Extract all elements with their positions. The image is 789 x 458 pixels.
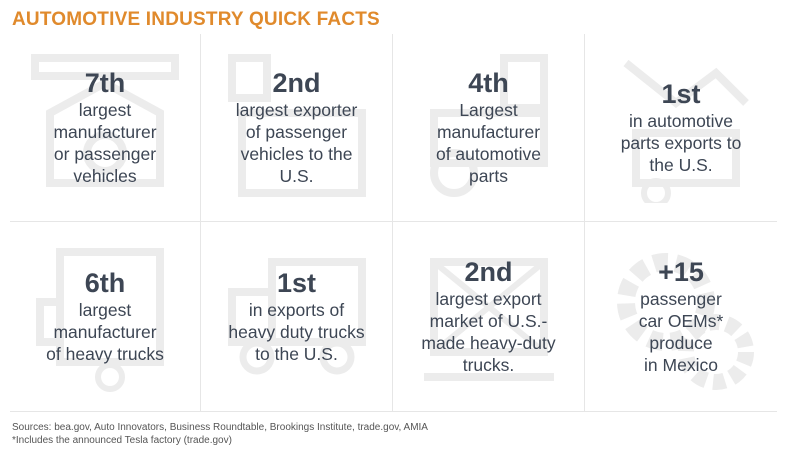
- fact-cell: 1st in exports of heavy duty trucks to t…: [201, 222, 393, 411]
- fact-number: 4th: [468, 68, 509, 98]
- fact-description: in exports of heavy duty trucks to the U…: [228, 300, 365, 364]
- fact-description: largest manufacturer of heavy trucks: [46, 300, 164, 364]
- truck-icon: [36, 247, 164, 392]
- fact-cell: +15 passenger car OEMs* produce in Mexic…: [585, 222, 777, 411]
- fact-description: in automotive parts exports to the U.S.: [620, 111, 742, 175]
- fact-description: largest manufacturer or passenger vehicl…: [53, 100, 157, 186]
- facts-grid: 7th largest manufacturer or passenger ve…: [10, 34, 777, 412]
- robot-arm-icon: [623, 59, 749, 203]
- gear-icon: [617, 252, 754, 390]
- fact-description: Largest manufacturer of automotive parts: [435, 100, 542, 186]
- fact-number: 7th: [84, 68, 126, 98]
- shipping-icon: [227, 53, 366, 197]
- sources-note: Sources: bea.gov, Auto Innovators, Busin…: [12, 421, 428, 447]
- fact-number: +15: [658, 257, 704, 287]
- fact-cell: 6th largest manufacturer of heavy trucks: [10, 222, 201, 411]
- fact-number: 2nd: [464, 257, 513, 287]
- fact-number: 1st: [276, 268, 317, 298]
- sources-text: Sources: bea.gov, Auto Innovators, Busin…: [12, 422, 428, 433]
- fact-cell: 4th Largest manufacturer of automotive p…: [393, 34, 585, 222]
- fact-description: passenger car OEMs* produce in Mexico: [638, 289, 724, 375]
- truck-export-icon: [227, 257, 366, 374]
- export-truck-icon: [423, 257, 554, 381]
- fact-number: 6th: [84, 268, 126, 298]
- fact-cell: 2nd largest export market of U.S.- made …: [393, 222, 585, 411]
- page-title: AUTOMOTIVE INDUSTRY QUICK FACTS: [12, 9, 380, 30]
- footnote-text: *Includes the announced Tesla factory (t…: [12, 435, 232, 446]
- fact-cell: 2nd largest exporter of passenger vehicl…: [201, 34, 393, 222]
- fact-cell: 1st in automotive parts exports to the U…: [585, 34, 777, 222]
- fact-description: largest export market of U.S.- made heav…: [421, 289, 556, 375]
- parts-icon: [429, 53, 548, 197]
- fact-number: 2nd: [272, 68, 321, 98]
- fact-description: largest exporter of passenger vehicles t…: [235, 100, 358, 186]
- fact-number: 1st: [661, 79, 701, 109]
- fact-cell: 7th largest manufacturer or passenger ve…: [10, 34, 201, 222]
- factory-icon: [31, 53, 179, 187]
